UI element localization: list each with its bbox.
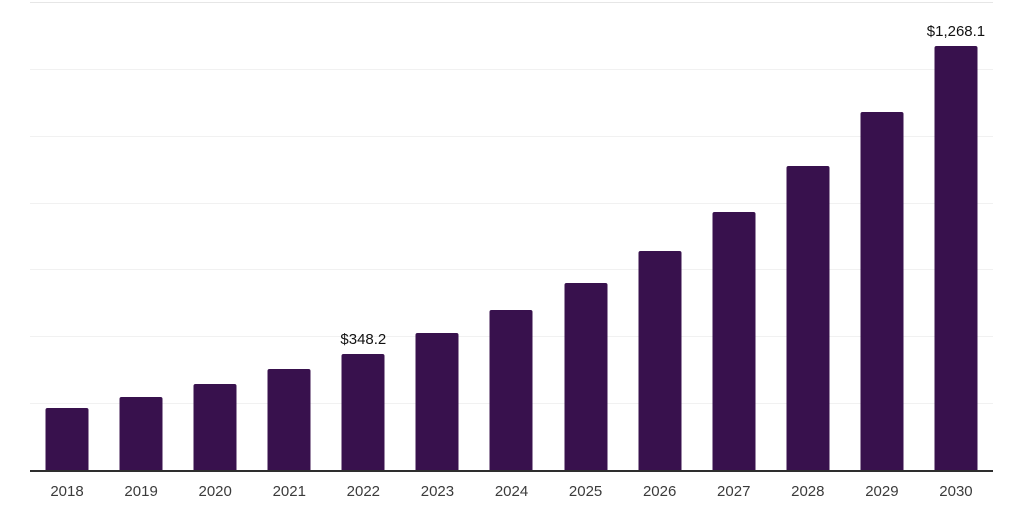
bar-slot: $1,268.1	[919, 2, 993, 470]
bar-slot	[697, 2, 771, 470]
x-tick-label-2020: 2020	[198, 483, 232, 500]
gridline	[30, 2, 993, 3]
x-tick-label-2018: 2018	[50, 483, 84, 500]
bar-2030	[934, 46, 978, 470]
bar-2020	[193, 383, 237, 470]
x-tick-label-2028: 2028	[791, 483, 825, 500]
x-tick-label-2022: 2022	[346, 483, 381, 500]
bar-2023	[415, 332, 459, 470]
bar-2028	[786, 166, 830, 470]
gridline	[30, 269, 993, 271]
x-tick-label-2026: 2026	[642, 483, 677, 500]
gridline	[30, 135, 993, 137]
x-axis-labels: 2018 2019 2020 2021 2022 2023 2024 2025 2026 2027…	[30, 472, 993, 508]
bar-2024	[489, 310, 533, 470]
bar-value-label-2030: $1,268.1	[926, 23, 986, 41]
bar-2021	[267, 368, 311, 470]
bar-2022	[341, 353, 385, 470]
bar-slot	[549, 2, 623, 470]
gridline	[30, 202, 993, 204]
bar-slot	[845, 2, 919, 470]
gridline	[30, 68, 993, 70]
bar-2027	[712, 212, 756, 470]
x-tick-label-2025: 2025	[568, 483, 603, 500]
x-tick-label-2027: 2027	[717, 483, 751, 500]
bar-slot	[252, 2, 326, 470]
bar-slot	[30, 2, 104, 470]
x-tick-label-2021: 2021	[272, 483, 306, 500]
bar-slot	[474, 2, 548, 470]
bar-2019	[119, 396, 163, 470]
x-tick-label-2030: 2030	[939, 483, 973, 500]
bar-value-label-2022: $348.2	[340, 330, 387, 348]
bar-2029	[860, 111, 904, 470]
bar-slot	[623, 2, 697, 470]
bar-slot	[104, 2, 178, 470]
bar-slot	[178, 2, 252, 470]
plot-area: $348.2 $1,268.1	[30, 2, 993, 472]
x-tick-label-2019: 2019	[124, 483, 158, 500]
bar-slot: $348.2	[326, 2, 400, 470]
bar-2018	[45, 407, 89, 470]
bar-slot	[400, 2, 474, 470]
bar-slot	[771, 2, 845, 470]
x-tick-label-2023: 2023	[420, 483, 455, 500]
x-tick-label-2029: 2029	[865, 483, 899, 500]
bar-2026	[638, 251, 682, 470]
bar-2025	[564, 283, 608, 470]
x-tick-label-2024: 2024	[494, 483, 529, 500]
